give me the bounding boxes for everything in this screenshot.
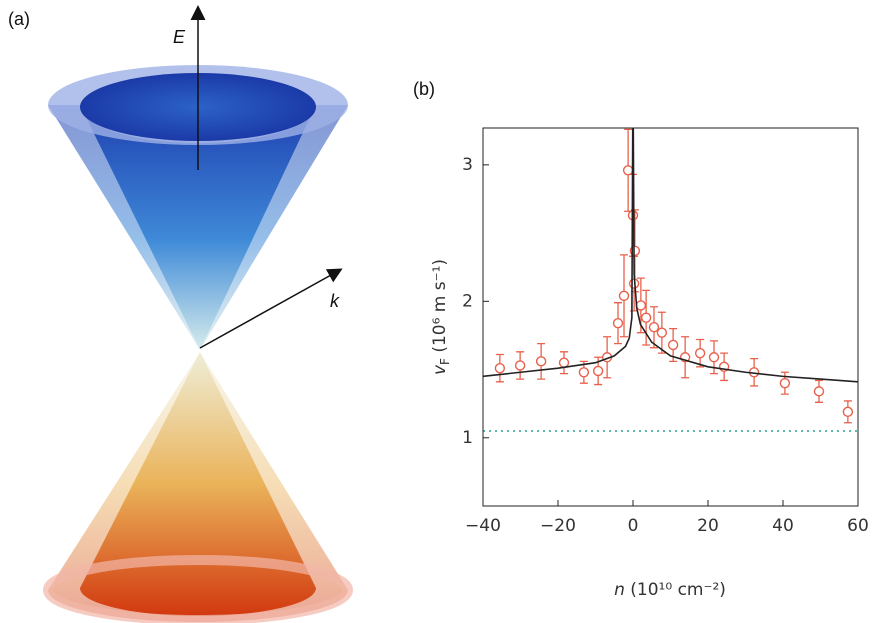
data-point (842, 406, 854, 418)
data-point (592, 365, 604, 377)
data-point (694, 347, 706, 359)
y-axis-label: vF (10⁶ m s⁻¹) (430, 259, 452, 375)
x-label-symbol: n (614, 580, 625, 600)
x-axis-label: n (10¹⁰ cm⁻²) (614, 580, 726, 600)
x-tick-label: −20 (540, 516, 576, 536)
x-tick-label: 40 (772, 516, 794, 536)
axis-label: k (330, 291, 340, 311)
data-point (667, 339, 679, 351)
x-tick-label: 0 (628, 516, 639, 536)
dirac-cone (43, 5, 353, 623)
data-point (622, 165, 634, 176)
plot-area (483, 128, 858, 432)
data-point (656, 327, 668, 338)
data-point (635, 300, 647, 311)
panel-label: (b) (413, 79, 435, 99)
x-tick-label: 60 (847, 516, 869, 536)
k-axis (199, 268, 343, 349)
data-point (494, 362, 506, 374)
y-label-unit: (10⁶ m s⁻¹) (430, 259, 450, 353)
data-point (612, 317, 624, 329)
axis-label: E (173, 27, 186, 47)
data-point (779, 377, 791, 389)
y-tick-label: 1 (462, 428, 473, 448)
y-label-subscript: F (438, 358, 452, 365)
data-point (578, 367, 590, 378)
cone-rim (43, 555, 353, 623)
data-point (640, 312, 652, 323)
data-point (648, 322, 660, 333)
data-point (618, 290, 630, 302)
plot-frame (482, 127, 859, 507)
data-point (514, 360, 526, 371)
data-point (558, 357, 570, 368)
cone-upper (80, 105, 316, 350)
data-point (535, 356, 547, 367)
cone-lower (80, 352, 316, 616)
data-point (813, 386, 825, 397)
y-tick-label: 2 (462, 291, 473, 311)
y-tick-label: 3 (462, 155, 473, 175)
fit-line (483, 128, 858, 383)
x-tick-label: −40 (465, 516, 501, 536)
data-point (708, 352, 720, 363)
x-label-unit: (10¹⁰ cm⁻²) (630, 580, 726, 600)
y-label-symbol: v (430, 364, 450, 375)
x-tick-label: 20 (697, 516, 719, 536)
panel-label: (a) (8, 9, 30, 29)
